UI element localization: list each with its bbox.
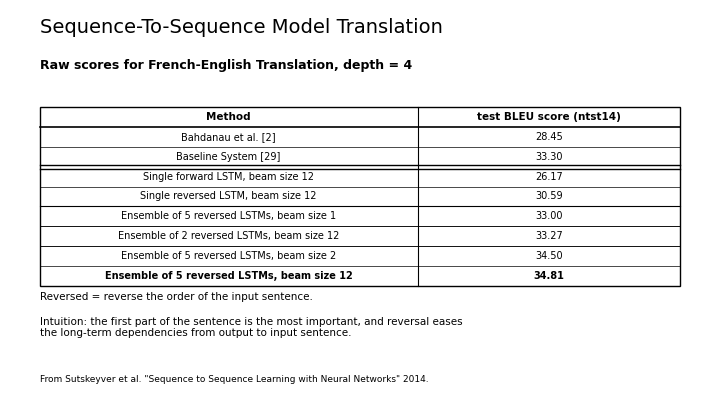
Text: 30.59: 30.59 <box>535 192 563 201</box>
Text: 34.81: 34.81 <box>534 271 564 281</box>
Text: Raw scores for French-English Translation, depth = 4: Raw scores for French-English Translatio… <box>40 59 412 72</box>
Text: test BLEU score (ntst14): test BLEU score (ntst14) <box>477 112 621 122</box>
Text: Reversed = reverse the order of the input sentence.: Reversed = reverse the order of the inpu… <box>40 292 312 303</box>
Text: 33.00: 33.00 <box>535 211 563 221</box>
Text: From Sutskeyver et al. "Sequence to Sequence Learning with Neural Networks" 2014: From Sutskeyver et al. "Sequence to Sequ… <box>40 375 428 384</box>
Text: 33.30: 33.30 <box>535 152 563 162</box>
Text: Sequence-To-Sequence Model Translation: Sequence-To-Sequence Model Translation <box>40 18 443 37</box>
Text: Single reversed LSTM, beam size 12: Single reversed LSTM, beam size 12 <box>140 192 317 201</box>
Text: Single forward LSTM, beam size 12: Single forward LSTM, beam size 12 <box>143 172 314 181</box>
Text: 34.50: 34.50 <box>535 251 563 261</box>
Text: Ensemble of 5 reversed LSTMs, beam size 12: Ensemble of 5 reversed LSTMs, beam size … <box>104 271 353 281</box>
Text: 28.45: 28.45 <box>535 132 563 142</box>
Text: Method: Method <box>207 112 251 122</box>
Text: Ensemble of 2 reversed LSTMs, beam size 12: Ensemble of 2 reversed LSTMs, beam size … <box>118 231 339 241</box>
Text: Bahdanau et al. [2]: Bahdanau et al. [2] <box>181 132 276 142</box>
Text: 33.27: 33.27 <box>535 231 563 241</box>
Text: Ensemble of 5 reversed LSTMs, beam size 2: Ensemble of 5 reversed LSTMs, beam size … <box>121 251 336 261</box>
Text: Intuition: the first part of the sentence is the most important, and reversal ea: Intuition: the first part of the sentenc… <box>40 317 462 338</box>
Bar <box>40 107 680 286</box>
Text: 26.17: 26.17 <box>535 172 563 181</box>
Text: Baseline System [29]: Baseline System [29] <box>176 152 281 162</box>
Text: Ensemble of 5 reversed LSTMs, beam size 1: Ensemble of 5 reversed LSTMs, beam size … <box>121 211 336 221</box>
